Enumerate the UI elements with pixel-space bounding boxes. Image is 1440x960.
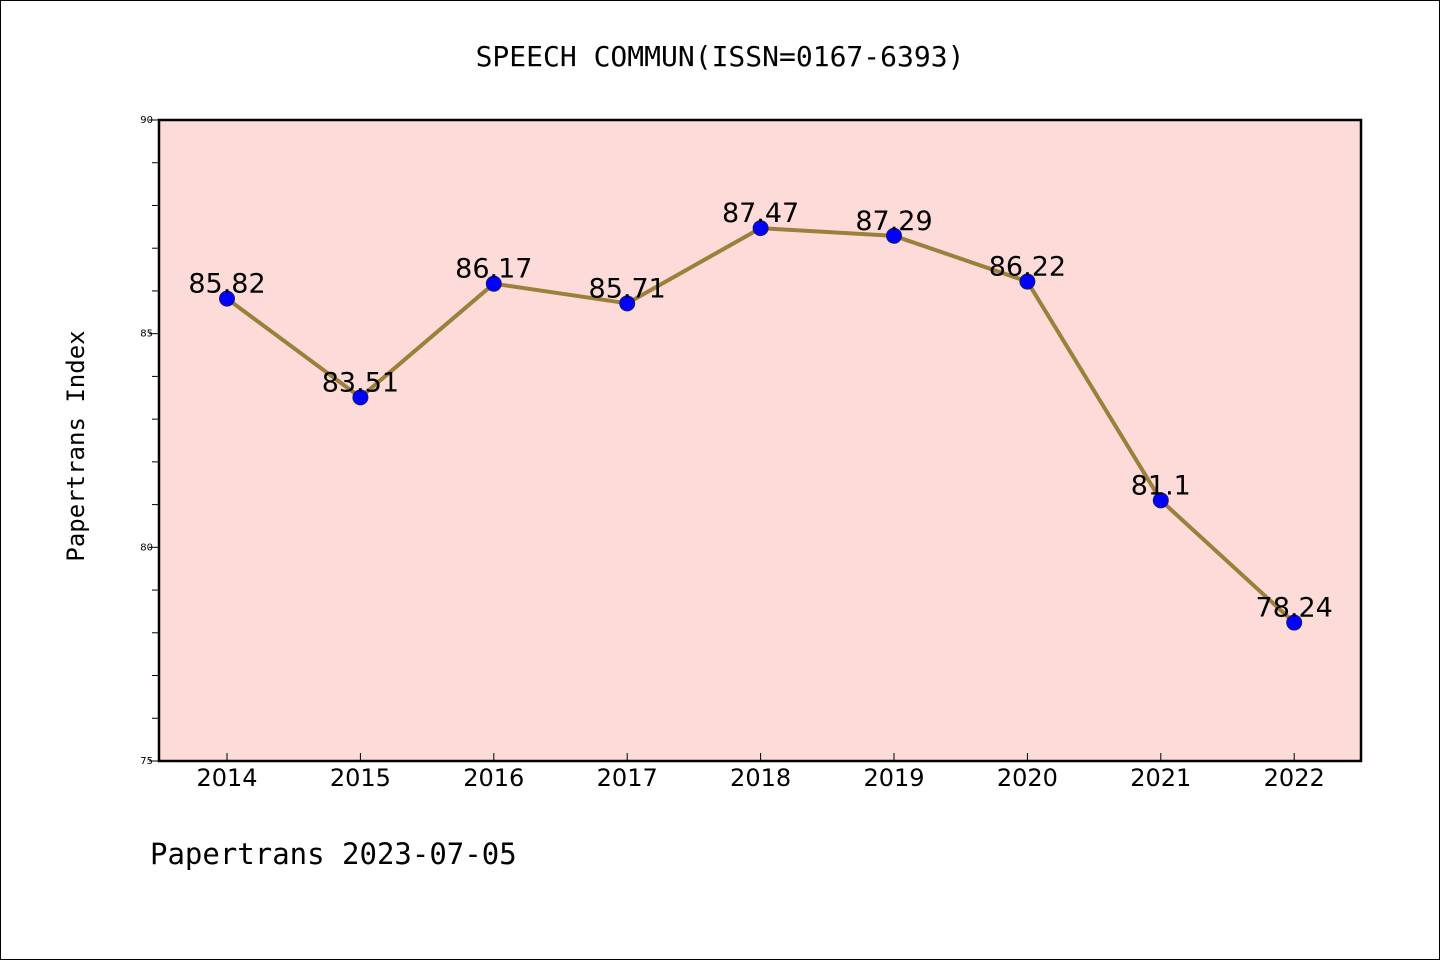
y-minor-ticks <box>152 162 158 719</box>
data-point <box>1152 492 1169 509</box>
y-tick-label: 90 <box>140 115 153 126</box>
data-point <box>752 220 769 237</box>
data-point <box>1019 273 1036 290</box>
data-label: 85.82 <box>188 269 265 300</box>
x-tick-label: 2019 <box>863 764 924 792</box>
data-label: 78.24 <box>1256 593 1333 624</box>
data-point <box>1286 614 1303 631</box>
data-label: 86.17 <box>455 254 532 285</box>
x-tick-label: 2020 <box>997 764 1058 792</box>
data-label: 87.29 <box>855 206 932 237</box>
data-label: 86.22 <box>989 252 1066 283</box>
data-point <box>886 227 902 244</box>
x-tick-label: 2017 <box>597 764 658 792</box>
y-tick-label: 85 <box>140 329 153 340</box>
data-point <box>619 295 636 312</box>
x-tick-label: 2022 <box>1264 764 1325 792</box>
data-point <box>485 275 502 292</box>
y-axis-label: Papertrans Index <box>62 330 90 561</box>
footer-source-date: Papertrans 2023-07-05 <box>150 837 517 871</box>
data-label: 85.71 <box>589 273 666 304</box>
x-tick-label: 2015 <box>330 764 391 792</box>
data-label: 83.51 <box>322 367 399 398</box>
x-axis-ticks: 2014 2015 2016 2017 2018 2019 2020 2021 2022 <box>196 753 1325 792</box>
data-label: 87.47 <box>722 198 799 229</box>
data-markers <box>219 220 1303 631</box>
x-tick-label: 2021 <box>1130 764 1191 792</box>
chart-title: SPEECH COMMUN(ISSN=0167-6393) <box>476 40 965 73</box>
x-tick-label: 2016 <box>463 764 524 792</box>
data-point <box>352 389 369 406</box>
x-tick-label: 2014 <box>196 764 257 792</box>
y-tick-label: 80 <box>140 542 153 553</box>
data-label: 81.1 <box>1131 470 1191 501</box>
y-axis-ticks: 75 80 85 90 <box>140 115 158 767</box>
x-tick-label: 2018 <box>730 764 791 792</box>
data-point <box>219 290 235 307</box>
y-tick-label: 75 <box>140 756 153 767</box>
data-labels: 85.82 83.51 86.17 85.71 87.47 87.29 86.22 81.1 7… <box>188 198 1332 623</box>
